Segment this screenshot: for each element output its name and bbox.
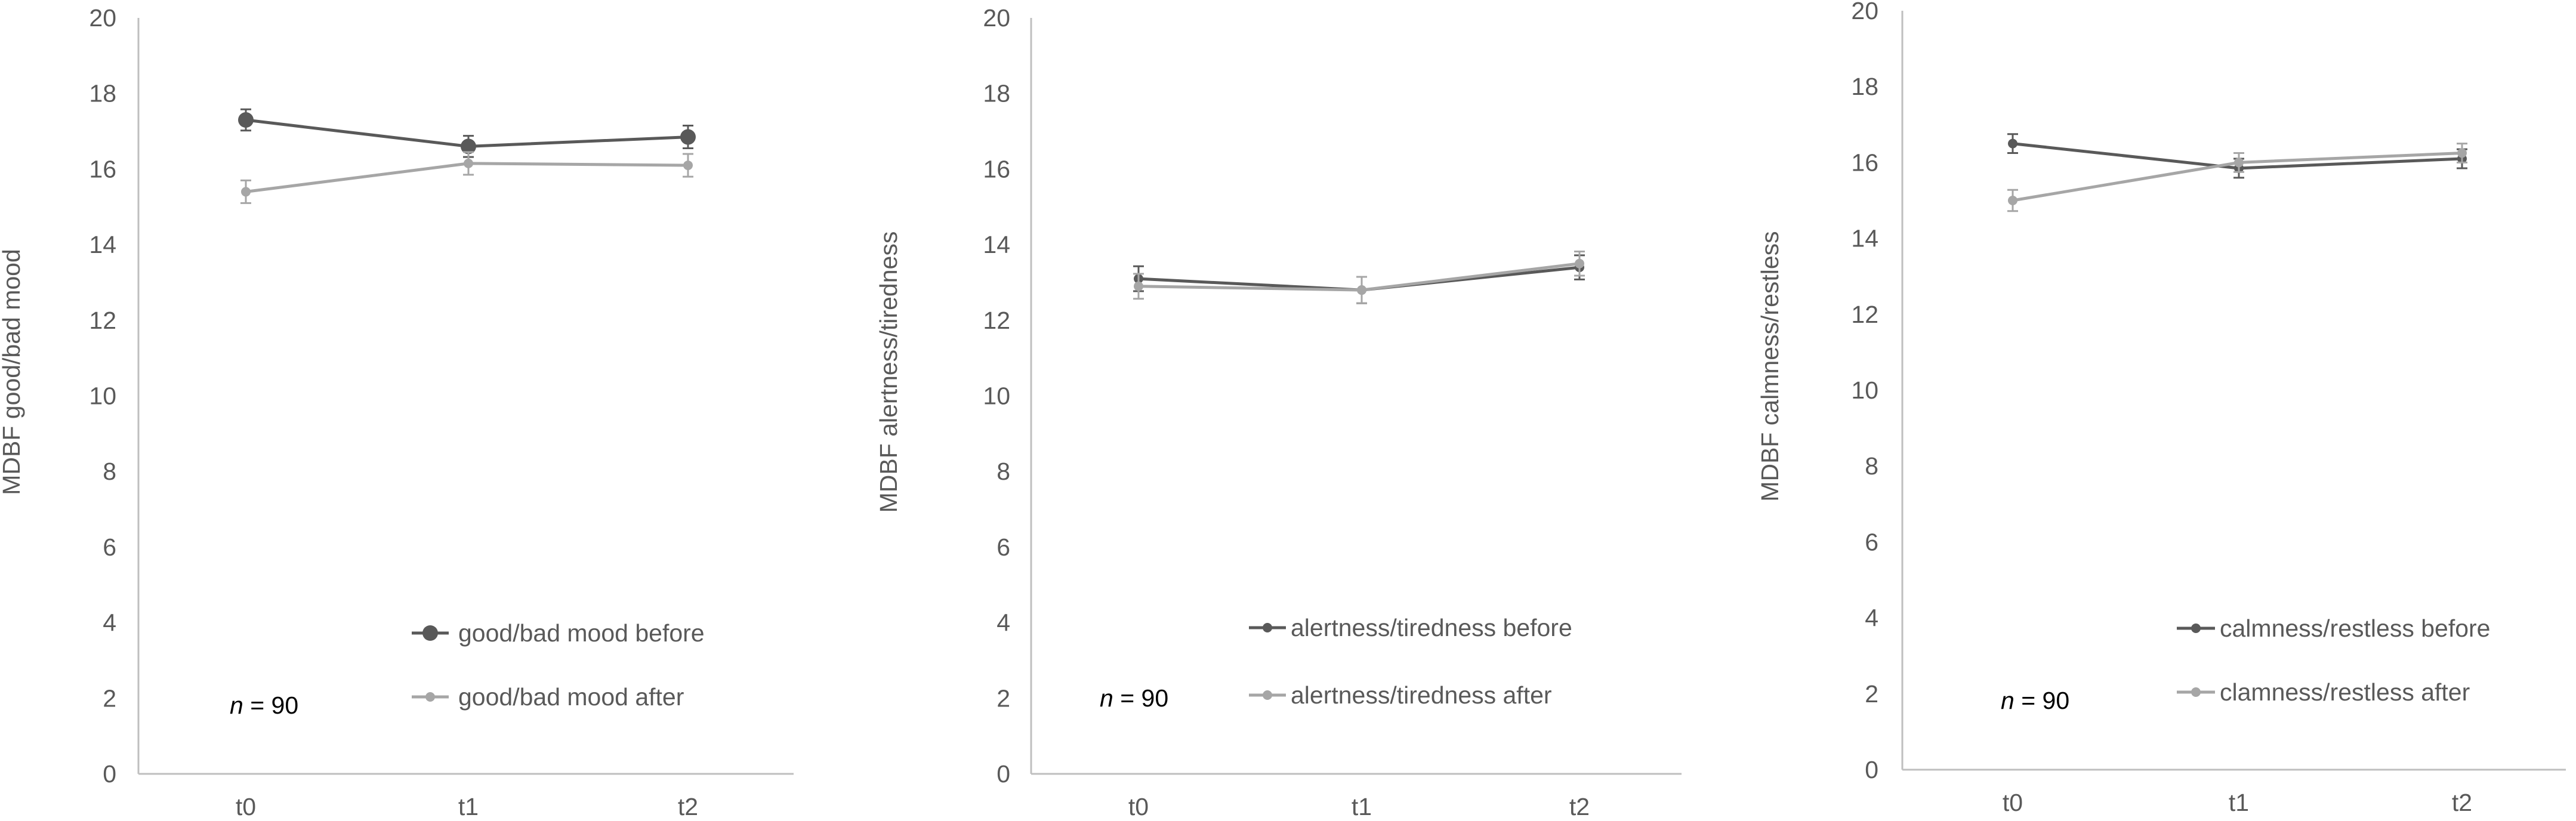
y-tick-label: 18 — [1851, 73, 1878, 100]
y-tick-label: 6 — [997, 533, 1010, 561]
x-tick-label: t0 — [2003, 789, 2023, 816]
y-tick-label: 10 — [1851, 376, 1878, 404]
legend-label: good/bad mood before — [458, 619, 705, 647]
y-tick-label: 20 — [983, 4, 1010, 32]
y-tick-label: 2 — [103, 684, 116, 712]
x-tick-label: t0 — [236, 793, 256, 820]
y-tick-label: 14 — [1851, 225, 1878, 252]
y-tick-label: 14 — [89, 231, 116, 258]
y-tick-label: 16 — [89, 155, 116, 183]
y-tick-label: 10 — [89, 382, 116, 410]
data-point — [2234, 158, 2244, 168]
legend-swatch-marker — [1263, 690, 1272, 700]
y-tick-label: 2 — [997, 684, 1010, 712]
y-axis-title: MDBF good/bad mood — [0, 249, 25, 495]
x-tick-label: t2 — [1569, 793, 1590, 820]
y-tick-label: 0 — [997, 760, 1010, 788]
y-axis-title: MDBF calmness/restless — [1756, 231, 1784, 501]
data-point — [680, 129, 696, 145]
data-point — [1575, 258, 1584, 268]
x-tick-label: t0 — [1128, 793, 1149, 820]
y-tick-label: 0 — [1865, 756, 1878, 783]
y-tick-label: 18 — [983, 80, 1010, 107]
y-tick-label: 16 — [1851, 149, 1878, 176]
y-tick-label: 8 — [997, 458, 1010, 485]
legend-swatch-marker — [425, 692, 435, 702]
legend-swatch-marker — [2191, 687, 2201, 697]
y-tick-label: 12 — [89, 307, 116, 334]
x-tick-label: t2 — [2452, 789, 2472, 816]
data-point — [2457, 148, 2467, 158]
y-tick-label: 12 — [983, 307, 1010, 334]
y-tick-label: 20 — [1851, 0, 1878, 24]
legend-label: alertness/tiredness after — [1291, 681, 1552, 709]
y-tick-label: 18 — [89, 80, 116, 107]
legend-swatch-marker — [1263, 623, 1272, 632]
y-tick-label: 2 — [1865, 680, 1878, 708]
x-tick-label: t1 — [458, 793, 479, 820]
y-tick-label: 10 — [983, 382, 1010, 410]
data-point — [683, 161, 693, 171]
data-point — [461, 138, 476, 155]
data-point — [1357, 285, 1366, 295]
y-axis-title: MDBF alertness/tiredness — [875, 232, 902, 513]
legend-label: good/bad mood after — [458, 683, 684, 711]
data-point — [2008, 138, 2017, 149]
data-point — [1134, 281, 1143, 291]
x-tick-label: t1 — [2229, 789, 2249, 816]
y-tick-label: 0 — [103, 760, 116, 788]
y-tick-label: 8 — [1865, 452, 1878, 480]
data-point — [464, 158, 473, 168]
sample-size-annotation: n = 90 — [230, 692, 298, 719]
legend-label: clamness/restless after — [2220, 678, 2470, 706]
y-tick-label: 6 — [1865, 528, 1878, 555]
y-tick-label: 14 — [983, 231, 1010, 258]
y-tick-label: 6 — [103, 533, 116, 561]
sample-size-annotation: n = 90 — [1100, 684, 1168, 712]
sample-size-annotation: n = 90 — [2001, 687, 2069, 714]
data-point — [238, 112, 254, 128]
x-tick-label: t2 — [678, 793, 698, 820]
data-point — [2008, 196, 2017, 205]
data-point — [241, 187, 251, 197]
y-tick-label: 20 — [89, 4, 116, 32]
y-tick-label: 4 — [1865, 604, 1878, 632]
legend-label: alertness/tiredness before — [1291, 614, 1572, 641]
y-tick-label: 12 — [1851, 301, 1878, 328]
x-tick-label: t1 — [1352, 793, 1372, 820]
y-tick-label: 16 — [983, 155, 1010, 183]
y-tick-label: 4 — [103, 609, 116, 637]
y-tick-label: 4 — [997, 609, 1010, 637]
y-tick-label: 8 — [103, 458, 116, 485]
legend-swatch-marker — [2191, 624, 2201, 633]
legend-label: calmness/restless before — [2220, 615, 2490, 642]
legend-swatch-marker — [422, 625, 438, 641]
